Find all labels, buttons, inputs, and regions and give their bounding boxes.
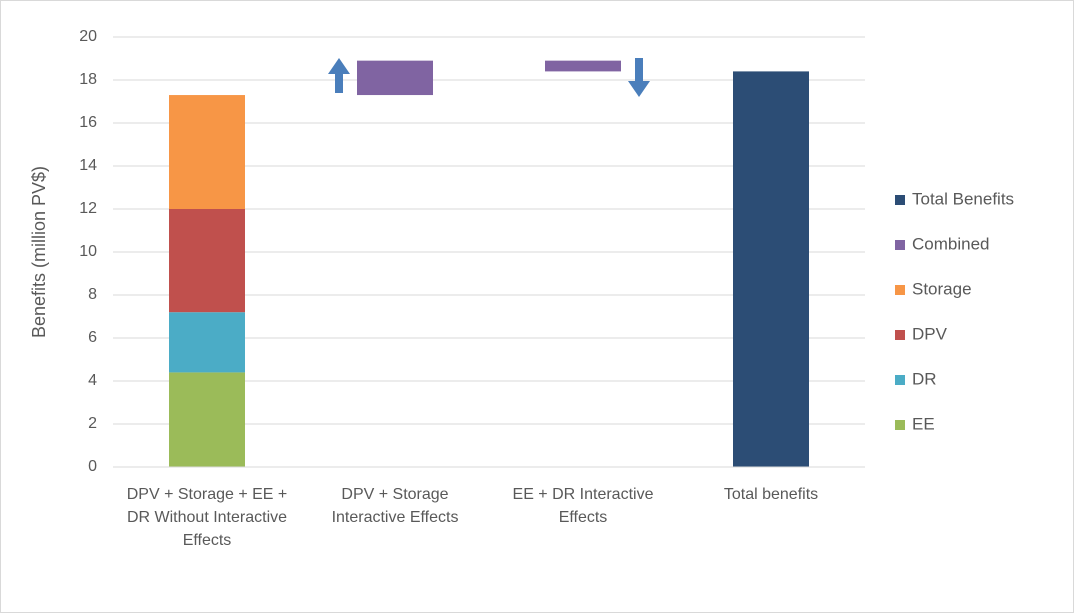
arrow-part — [335, 72, 343, 93]
y-tick-label: 16 — [79, 114, 97, 131]
legend-swatch — [895, 420, 905, 430]
bar-segment — [357, 60, 433, 96]
direction-arrow — [328, 58, 350, 93]
legend-swatch — [895, 195, 905, 205]
arrow-part — [635, 58, 643, 83]
x-tick-label: Total benefits — [723, 486, 819, 503]
bar-segment — [733, 71, 809, 468]
legend-label: DR — [912, 369, 937, 388]
legend-label: Total Benefits — [912, 189, 1014, 208]
arrow-part — [328, 58, 350, 74]
legend-swatch — [895, 285, 905, 295]
y-tick-label: 18 — [79, 71, 97, 88]
x-tick-label: DPV + Storage + EE + DR Without Interact… — [126, 486, 288, 549]
legend-label: Storage — [912, 279, 972, 298]
legend-label: Combined — [912, 234, 990, 253]
legend-swatch — [895, 330, 905, 340]
x-tick-label: DPV + Storage Interactive Effects — [331, 486, 459, 526]
legend-swatch — [895, 240, 905, 250]
y-tick-label: 6 — [88, 329, 97, 346]
x-tick-label: EE + DR Interactive Effects — [512, 486, 654, 526]
arrow-part — [628, 81, 650, 97]
y-tick-label: 8 — [88, 286, 97, 303]
y-tick-label: 0 — [88, 458, 97, 475]
bar-segment — [169, 209, 245, 313]
y-tick-label: 10 — [79, 243, 97, 260]
y-tick-label: 12 — [79, 200, 97, 217]
direction-arrow — [628, 58, 650, 97]
legend-swatch — [895, 375, 905, 385]
bar-segment — [169, 95, 245, 209]
y-tick-label: 2 — [88, 415, 97, 432]
y-tick-label: 14 — [79, 157, 97, 174]
bar-segment — [169, 312, 245, 373]
bar-segment — [169, 372, 245, 467]
y-axis-label: Benefits (million PV$) — [29, 166, 49, 338]
y-tick-label: 4 — [88, 372, 97, 389]
legend-label: EE — [912, 414, 935, 433]
y-tick-label: 20 — [79, 28, 97, 45]
bar-segment — [545, 60, 621, 72]
legend-label: DPV — [912, 324, 948, 343]
